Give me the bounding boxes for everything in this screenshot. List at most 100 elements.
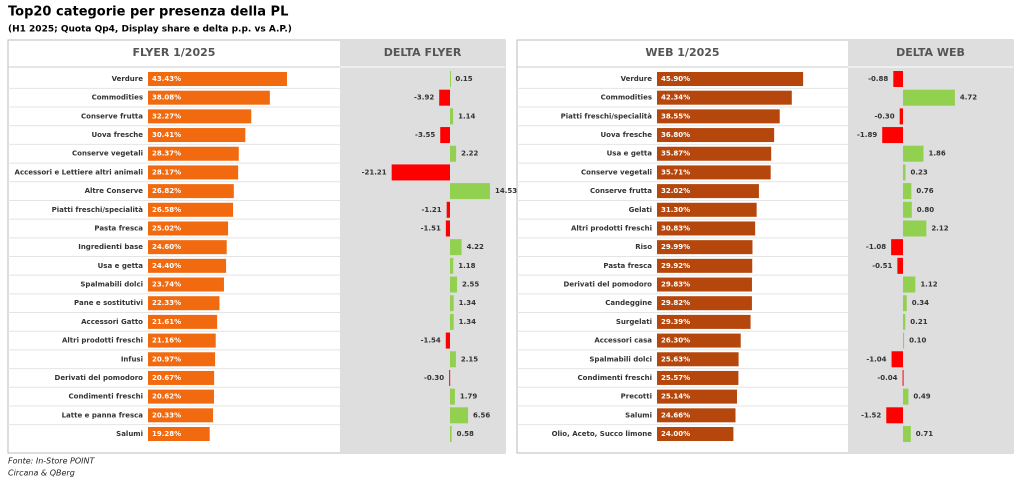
delta-bar	[450, 145, 457, 162]
bar	[657, 296, 752, 311]
value-label: 35.71%	[661, 168, 690, 176]
category-label: Pasta fresca	[603, 262, 652, 270]
delta-label: 0.71	[916, 430, 933, 438]
delta-bar	[450, 257, 454, 274]
category-label: Commodities	[601, 94, 652, 102]
column-header: DELTA WEB	[896, 46, 965, 59]
delta-label: -0.30	[424, 374, 444, 382]
bar	[148, 389, 214, 404]
bar	[148, 221, 229, 236]
value-label: 22.33%	[152, 299, 181, 307]
category-label: Verdure	[621, 75, 653, 83]
value-label: 25.57%	[661, 374, 690, 382]
value-label: 35.87%	[661, 150, 690, 158]
delta-label: 4.22	[467, 243, 484, 251]
column-header: FLYER 1/2025	[133, 46, 216, 59]
bar	[657, 427, 734, 441]
delta-bar	[450, 388, 455, 405]
delta-label: 6.56	[473, 411, 490, 419]
bar	[148, 184, 234, 199]
category-label: Conserve frutta	[590, 187, 652, 195]
delta-bar	[449, 369, 451, 386]
category-label: Pasta fresca	[94, 224, 143, 232]
bar	[657, 109, 780, 124]
category-label: Altri prodotti freschi	[571, 224, 652, 232]
delta-label: 0.49	[913, 393, 930, 401]
category-label: Piatti freschi/specialità	[561, 112, 653, 120]
delta-bar	[450, 183, 490, 200]
value-label: 32.27%	[152, 112, 181, 120]
bar	[657, 165, 771, 180]
value-label: 29.39%	[661, 318, 690, 326]
delta-bar	[903, 388, 909, 405]
delta-bar	[899, 108, 903, 125]
bar	[657, 370, 739, 385]
column-header: DELTA FLYER	[384, 46, 462, 59]
delta-label: -1.52	[861, 411, 881, 419]
value-label: 26.58%	[152, 206, 181, 214]
bar	[657, 240, 753, 255]
delta-bar	[903, 313, 906, 330]
bar	[148, 72, 287, 86]
category-label: Condimenti freschi	[69, 393, 144, 401]
category-label: Salumi	[116, 430, 143, 438]
delta-bar	[903, 426, 911, 442]
category-label: Uova fresche	[91, 131, 143, 139]
delta-label: 1.86	[928, 150, 945, 158]
delta-label: 2.15	[461, 355, 478, 363]
value-label: 23.74%	[152, 281, 181, 289]
bar	[148, 202, 234, 217]
category-label: Conserve frutta	[81, 112, 143, 120]
category-label: Precotti	[621, 393, 652, 401]
delta-bar	[903, 89, 955, 106]
category-label: Spalmabili dolci	[589, 355, 652, 363]
source: Circana & QBerg	[8, 469, 75, 478]
category-label: Riso	[635, 243, 652, 251]
delta-label: 0.76	[916, 187, 933, 195]
bar	[148, 165, 239, 180]
delta-bar	[903, 183, 912, 200]
source: Fonte: In-Store POINT	[8, 457, 96, 466]
value-label: 21.61%	[152, 318, 181, 326]
subtitle: (H1 2025; Quota Qp4, Display share e del…	[8, 25, 292, 35]
value-label: 24.60%	[152, 243, 181, 251]
delta-label: 1.14	[458, 112, 475, 120]
delta-label: 0.34	[912, 299, 929, 307]
bar	[148, 277, 224, 292]
delta-label: -0.04	[877, 374, 897, 382]
bar	[148, 427, 210, 441]
category-label: Spalmabili dolci	[80, 281, 143, 289]
delta-label: -1.89	[857, 131, 877, 139]
bar	[657, 408, 736, 423]
bar	[148, 240, 227, 255]
delta-label: -0.51	[872, 262, 892, 270]
value-label: 24.66%	[661, 411, 690, 419]
column-background	[848, 40, 1013, 453]
category-label: Accessori e Lettiere altri animali	[15, 168, 143, 176]
delta-bar	[903, 164, 906, 181]
category-label: Candeggine	[605, 299, 652, 307]
title: Top20 categorie per presenza della PL	[8, 5, 288, 20]
delta-label: -3.55	[415, 131, 435, 139]
delta-bar	[891, 351, 903, 368]
delta-label: 0.58	[457, 430, 474, 438]
bar	[148, 109, 252, 124]
delta-label: 1.12	[920, 281, 937, 289]
category-label: Condimenti freschi	[578, 374, 653, 382]
value-label: 38.55%	[661, 112, 690, 120]
value-label: 29.82%	[661, 299, 690, 307]
bar	[657, 333, 741, 348]
delta-label: 2.22	[461, 150, 478, 158]
delta-label: -21.21	[362, 168, 387, 176]
value-label: 24.40%	[152, 262, 181, 270]
value-label: 20.33%	[152, 411, 181, 419]
delta-bar	[450, 313, 454, 330]
delta-label: -1.21	[421, 206, 441, 214]
delta-bar	[391, 164, 450, 181]
value-label: 20.67%	[152, 374, 181, 382]
delta-bar	[445, 220, 450, 237]
delta-label: 2.12	[931, 224, 948, 232]
delta-label: 0.15	[455, 75, 472, 83]
value-label: 29.83%	[661, 281, 690, 289]
delta-bar	[450, 276, 458, 293]
